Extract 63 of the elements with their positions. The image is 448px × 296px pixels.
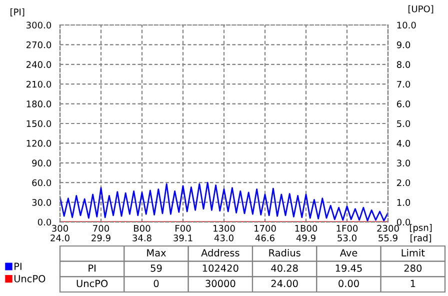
text: 49.9 xyxy=(296,234,316,242)
text: 29.9 xyxy=(92,234,110,242)
x-tick-label: 300 xyxy=(52,224,68,232)
text: 46.6 xyxy=(255,234,274,242)
legend-label: PI xyxy=(14,262,22,270)
x-tick-label: 1B00 xyxy=(295,224,318,232)
text: UncPO xyxy=(76,280,108,288)
text: 39.1 xyxy=(174,234,192,242)
x-tick-label: 1300 xyxy=(214,224,235,232)
text: Address xyxy=(201,248,240,256)
text: 102420 xyxy=(202,264,238,272)
text: Radius xyxy=(269,248,300,256)
y2-tick-label: 7.0 xyxy=(397,80,410,88)
x-axis-title: [psn] xyxy=(410,224,432,233)
text: 53.0 xyxy=(338,234,356,242)
text: Max xyxy=(147,249,166,256)
y2-tick-label: 5.0 xyxy=(397,120,410,128)
y-tick-label: 180.0 xyxy=(26,100,52,108)
text: 30000 xyxy=(206,280,236,288)
y-tick-label: 120.0 xyxy=(26,140,52,147)
y-tick-label: 270.0 xyxy=(26,41,52,48)
text: [rad] xyxy=(410,234,432,242)
y2-axis-title: [UPO] xyxy=(408,5,434,14)
y-tick-label: 210.0 xyxy=(26,80,52,88)
y2-tick-label: 0.0 xyxy=(396,218,410,226)
y-tick-label: 300.0 xyxy=(26,22,52,29)
text: 24.00 xyxy=(271,280,298,288)
text: 19.45 xyxy=(336,264,362,272)
x-tick-label: 1700 xyxy=(254,224,276,232)
x-tick-label: F00 xyxy=(176,224,191,232)
y-tick-label: 60.0 xyxy=(32,179,52,186)
x-tick-label: B00 xyxy=(134,224,150,232)
y-tick-label: 0.0 xyxy=(38,218,52,226)
text: 1 xyxy=(410,280,416,288)
y-tick-label: 30.0 xyxy=(32,199,52,206)
x-tick-label: 2300 xyxy=(377,224,399,232)
y-axis-title: [PI] xyxy=(10,8,24,16)
text: 59 xyxy=(150,264,162,272)
text: 280 xyxy=(404,264,422,272)
text: 55.9 xyxy=(378,234,398,242)
y-tick-label: 90.0 xyxy=(32,160,52,166)
y-tick-label: 240.0 xyxy=(26,61,52,68)
text: 34.8 xyxy=(132,234,152,242)
y2-tick-label: 2.0 xyxy=(396,179,410,186)
y-tick-label: 150.0 xyxy=(26,120,52,128)
y2-tick-label: 8.0 xyxy=(396,61,410,68)
text: 0 xyxy=(154,280,159,288)
legend-label: UncPO xyxy=(14,275,46,282)
y2-tick-label: 3.0 xyxy=(397,160,410,166)
y2-tick-label: 4.0 xyxy=(396,140,410,147)
y2-tick-label: 9.0 xyxy=(396,41,410,48)
text: Ave xyxy=(340,249,358,256)
text: 24.0 xyxy=(50,234,70,242)
text: PI xyxy=(88,264,96,272)
x-tick-label: 1F00 xyxy=(336,224,358,232)
y2-tick-label: 10.0 xyxy=(397,22,416,29)
x-tick-label: 700 xyxy=(93,224,110,232)
y2-tick-label: 1.0 xyxy=(397,199,410,206)
text: Limit xyxy=(402,248,425,256)
text: 43.0 xyxy=(214,234,234,242)
y2-tick-label: 6.0 xyxy=(396,100,410,108)
text: 0.00 xyxy=(338,280,359,288)
text: 40.28 xyxy=(271,264,298,272)
